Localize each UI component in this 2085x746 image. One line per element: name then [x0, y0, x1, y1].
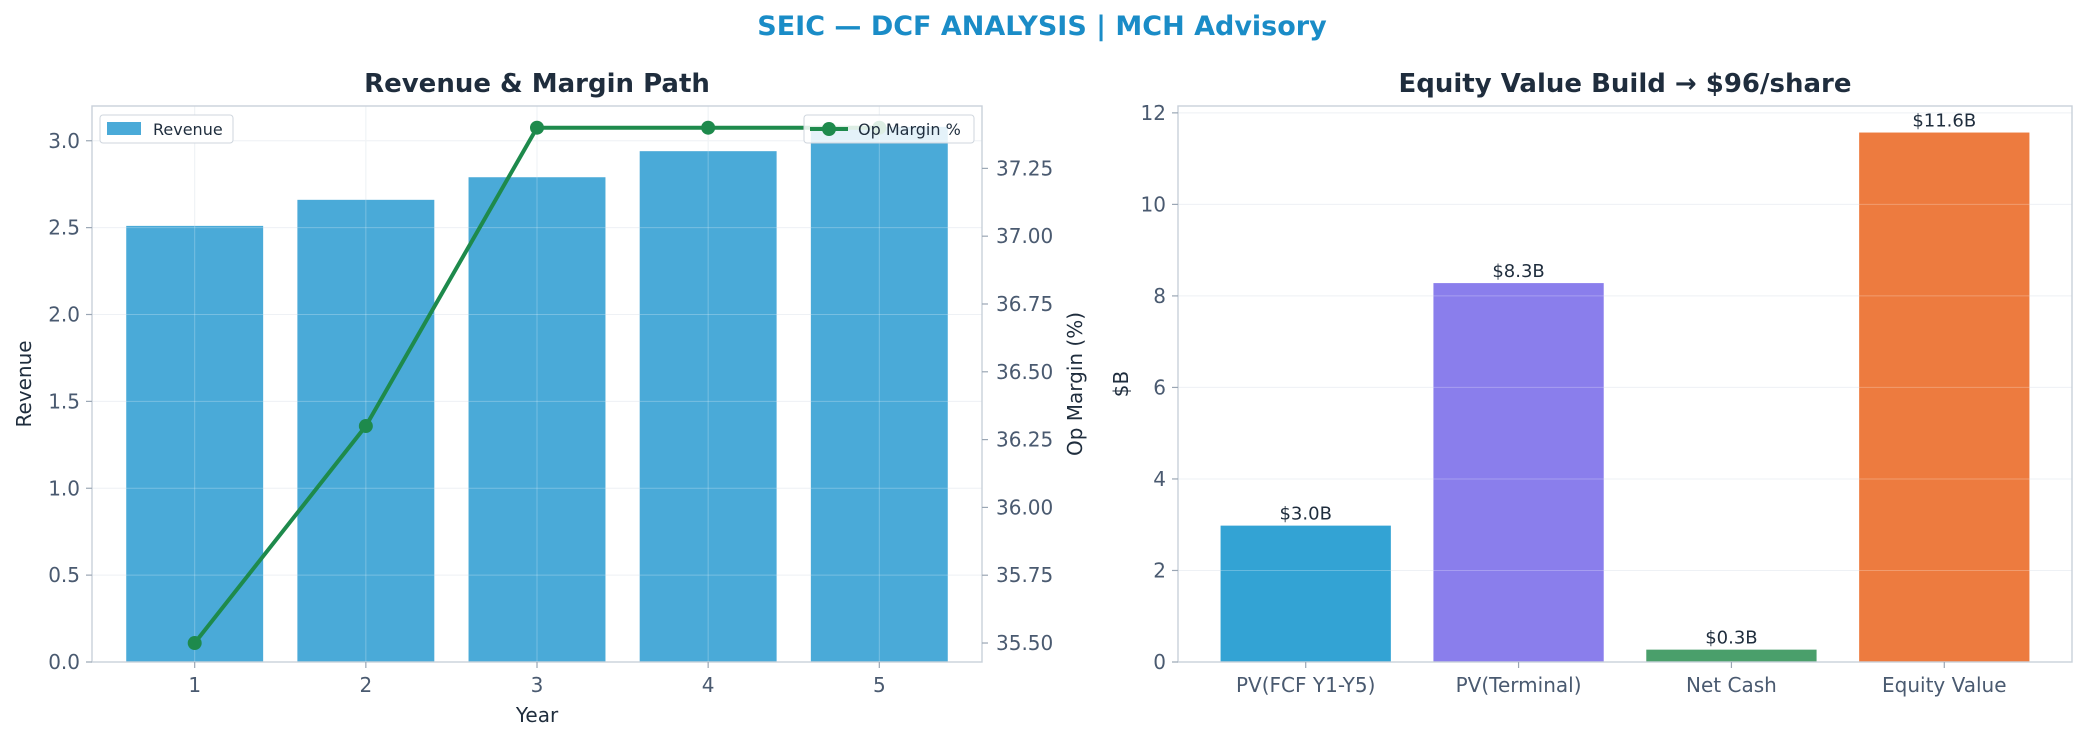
figure-title: SEIC — DCF ANALYSIS | MCH Advisory [757, 11, 1327, 42]
plot-frame-right [1177, 105, 2073, 663]
revenue-bar-1 [126, 225, 264, 662]
op-margin-point-4 [701, 120, 716, 135]
y2-axis-label: Op Margin (%) [1063, 312, 1087, 456]
x-tick-label: 4 [702, 673, 715, 697]
bar-value-label: $11.6B [1912, 111, 1976, 132]
y2-tick-label: 35.75 [996, 563, 1053, 587]
equity-bar-2 [1433, 283, 1604, 662]
y-tick-label: 3.0 [48, 129, 80, 153]
revenue-bar-3 [468, 177, 606, 663]
y-axis-label: Revenue [12, 340, 36, 427]
x-tick-label: 2 [359, 673, 372, 697]
y-tick-label: 0.0 [48, 650, 80, 674]
equity-value-chart: $3.0B $8.3B $0.3B $11.6B 0 2 4 6 8 10 12 PV(FCF Y1-… [1109, 69, 2073, 697]
bar-value-label: $0.3B [1705, 628, 1757, 649]
revenue-bar-4 [639, 151, 777, 663]
legend-op-margin: Op Margin % [803, 114, 975, 144]
y-tick-label: 2 [1153, 558, 1166, 582]
y-tick-label: 0.5 [48, 563, 80, 587]
y-tick-label: 8 [1153, 284, 1166, 308]
legend-label-revenue: Revenue [153, 120, 223, 139]
x-tick-label: Equity Value [1882, 673, 2007, 697]
legend-swatch-revenue [107, 122, 141, 135]
y-tick-label: 10 [1141, 192, 1166, 216]
chart-title: Equity Value Build → $96/share [1399, 69, 1852, 99]
x-tick-label: PV(FCF Y1-Y5) [1236, 673, 1375, 697]
bar-value-label: $3.0B [1279, 504, 1331, 525]
y-axis-label: $B [1109, 371, 1133, 397]
y-tick-label: 12 [1141, 101, 1166, 125]
y-tick-label: 2.0 [48, 303, 80, 327]
y2-tick-label: 36.00 [996, 495, 1053, 519]
y2-tick-label: 36.25 [996, 428, 1053, 452]
op-margin-point-1 [187, 636, 202, 651]
equity-bar-1 [1220, 525, 1391, 662]
y2-tick-label: 35.50 [996, 631, 1053, 655]
revenue-margin-chart: 0.0 0.5 1.0 1.5 2.0 2.5 3.0 35.50 35.75 36.00 36.2… [12, 69, 1087, 727]
legend-revenue: Revenue [99, 114, 234, 144]
legend-box [803, 114, 975, 144]
bar-value-label: $8.3B [1492, 261, 1544, 282]
y-tick-label: 1.0 [48, 476, 80, 500]
y2-tick-label: 37.00 [996, 224, 1053, 248]
revenue-bar-5 [810, 126, 948, 663]
equity-bar-4 [1859, 132, 2030, 662]
y2-tick-label: 36.75 [996, 292, 1053, 316]
x-tick-label: 1 [188, 673, 201, 697]
x-tick-label: 5 [873, 673, 886, 697]
op-margin-point-2 [358, 419, 373, 434]
legend-label-op-margin: Op Margin % [858, 120, 961, 139]
x-tick-label: PV(Terminal) [1456, 673, 1582, 697]
y-tick-label: 4 [1153, 467, 1166, 491]
x-tick-label: 3 [531, 673, 544, 697]
x-tick-label: Net Cash [1686, 673, 1777, 697]
x-axis-label: Year [515, 703, 559, 727]
y2-tick-label: 36.50 [996, 360, 1053, 384]
y-tick-label: 6 [1153, 375, 1166, 399]
op-margin-point-3 [530, 120, 544, 135]
legend-marker-op-margin [822, 122, 836, 136]
y-tick-label: 2.5 [48, 216, 80, 240]
chart-title: Revenue & Margin Path [364, 69, 710, 99]
y-tick-label: 0 [1153, 650, 1166, 674]
y2-tick-label: 37.25 [996, 156, 1053, 180]
equity-bar-3 [1646, 649, 1817, 662]
y-tick-label: 1.5 [48, 389, 80, 413]
